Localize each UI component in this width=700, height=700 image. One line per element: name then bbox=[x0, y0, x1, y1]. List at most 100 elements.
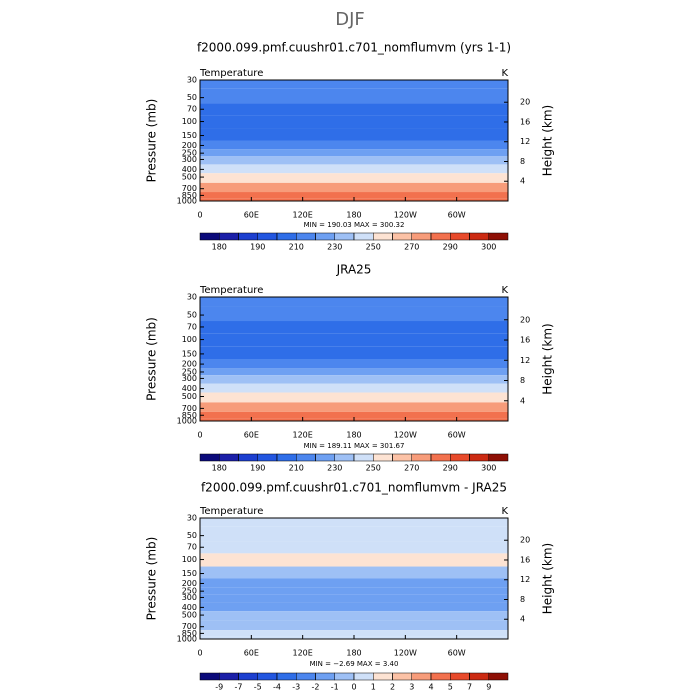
y-tick-label: 1000 bbox=[177, 417, 197, 426]
colorbar-label: 210 bbox=[289, 243, 304, 252]
colorbar-box bbox=[353, 672, 374, 681]
field-band bbox=[200, 149, 508, 157]
colorbar-box bbox=[411, 232, 432, 241]
field-band bbox=[200, 306, 508, 322]
colorbar-box bbox=[373, 672, 393, 681]
y-tick-label: 30 bbox=[187, 514, 197, 523]
x-tick-label: 60E bbox=[244, 649, 259, 658]
colorbar-box bbox=[315, 232, 335, 241]
x-tick-label: 0 bbox=[197, 211, 202, 220]
colorbar-label: 250 bbox=[366, 464, 381, 473]
y2-tick-label: 12 bbox=[520, 356, 530, 365]
y2-tick-label: 8 bbox=[520, 157, 525, 166]
y2-tick-label: 4 bbox=[520, 177, 525, 186]
y2-tick-label: 20 bbox=[520, 536, 530, 545]
colorbar-label: 230 bbox=[327, 464, 342, 473]
x-tick-label: 60E bbox=[244, 431, 259, 440]
field-band bbox=[200, 156, 508, 165]
colorbar-label: 250 bbox=[366, 243, 381, 252]
colorbar-box bbox=[488, 672, 509, 681]
right-label: K bbox=[501, 68, 508, 79]
y-tick-label: 30 bbox=[187, 293, 197, 302]
field-band bbox=[200, 392, 508, 403]
y-tick-label: 100 bbox=[182, 117, 197, 126]
colorbar-label: -3 bbox=[292, 683, 300, 692]
y2-tick-label: 16 bbox=[520, 117, 530, 126]
colorbar-box bbox=[450, 672, 470, 681]
colorbar-label: 1 bbox=[371, 683, 376, 692]
colorbar-label: -2 bbox=[312, 683, 320, 692]
stats: MIN = −2.69 MAX = 3.40 bbox=[310, 660, 399, 668]
y-tick-label: 300 bbox=[182, 155, 197, 164]
y2-tick-label: 16 bbox=[520, 555, 530, 564]
field-band bbox=[200, 611, 508, 621]
y-tick-label: 400 bbox=[182, 603, 197, 612]
colorbar-label: 270 bbox=[404, 243, 419, 252]
y-tick-label: 200 bbox=[182, 141, 197, 150]
left-label: Temperature bbox=[199, 506, 263, 517]
colorbar-box bbox=[430, 232, 451, 241]
x-tick-label: 60E bbox=[244, 211, 259, 220]
y-tick-label: 50 bbox=[187, 311, 197, 320]
y-tick-label: 50 bbox=[187, 93, 197, 102]
field-band bbox=[200, 541, 508, 554]
colorbar-box bbox=[469, 672, 489, 681]
y-tick-label: 250 bbox=[182, 367, 197, 376]
colorbar-label: 180 bbox=[212, 464, 227, 473]
colorbar-box bbox=[315, 453, 335, 462]
y2-tick-label: 20 bbox=[520, 98, 530, 107]
field-band bbox=[200, 297, 508, 307]
y2-tick-label: 20 bbox=[520, 315, 530, 324]
right-label: K bbox=[501, 285, 508, 296]
y-axis-label: Pressure (mb) bbox=[145, 317, 159, 401]
colorbar-box bbox=[257, 232, 278, 241]
y-tick-label: 30 bbox=[187, 76, 197, 85]
x-tick-label: 120E bbox=[293, 431, 313, 440]
x-tick-label: 120W bbox=[394, 431, 417, 440]
colorbar-label: 5 bbox=[448, 683, 453, 692]
field-band bbox=[200, 80, 508, 89]
stats: MIN = 189.11 MAX = 301.67 bbox=[304, 442, 405, 450]
y-tick-label: 150 bbox=[182, 349, 197, 358]
y-tick-label: 300 bbox=[182, 374, 197, 383]
y2-axis-label: Height (km) bbox=[541, 105, 555, 176]
right-label: K bbox=[501, 506, 508, 517]
x-tick-label: 180 bbox=[346, 211, 361, 220]
y2-axis-label: Height (km) bbox=[541, 323, 555, 394]
colorbar-box bbox=[276, 453, 297, 462]
colorbar-box bbox=[315, 672, 335, 681]
field-band bbox=[200, 620, 508, 631]
x-tick-label: 180 bbox=[346, 649, 361, 658]
field-band bbox=[200, 594, 508, 603]
colorbar-box bbox=[199, 672, 220, 681]
colorbar-label: 3 bbox=[409, 683, 414, 692]
colorbar-label: 7 bbox=[467, 683, 472, 692]
colorbar-box bbox=[276, 232, 297, 241]
field-band bbox=[200, 333, 508, 347]
x-tick-label: 120E bbox=[293, 649, 313, 658]
field-band bbox=[200, 115, 508, 129]
colorbar-box bbox=[469, 453, 489, 462]
colorbar-box bbox=[430, 672, 451, 681]
field-band bbox=[200, 164, 508, 174]
field-band bbox=[200, 140, 508, 150]
y-tick-label: 150 bbox=[182, 131, 197, 140]
y-tick-label: 500 bbox=[182, 392, 197, 401]
y-tick-label: 50 bbox=[187, 531, 197, 540]
panel-title: f2000.099.pmf.cuushr01.c701_nomflumvm (y… bbox=[197, 41, 511, 55]
field-band bbox=[200, 88, 508, 104]
field-band bbox=[200, 630, 508, 637]
colorbar-box bbox=[334, 232, 355, 241]
x-tick-label: 60W bbox=[448, 211, 466, 220]
colorbar-label: 290 bbox=[443, 464, 458, 473]
y-tick-label: 700 bbox=[182, 404, 197, 413]
colorbar-box bbox=[238, 672, 258, 681]
colorbar-box bbox=[353, 232, 374, 241]
y2-tick-label: 8 bbox=[520, 376, 525, 385]
colorbar-label: -7 bbox=[235, 683, 243, 692]
x-tick-label: 0 bbox=[197, 431, 202, 440]
stats: MIN = 190.03 MAX = 300.32 bbox=[304, 221, 405, 229]
y-tick-label: 200 bbox=[182, 579, 197, 588]
y-tick-label: 300 bbox=[182, 593, 197, 602]
y-axis-label: Pressure (mb) bbox=[145, 537, 159, 621]
